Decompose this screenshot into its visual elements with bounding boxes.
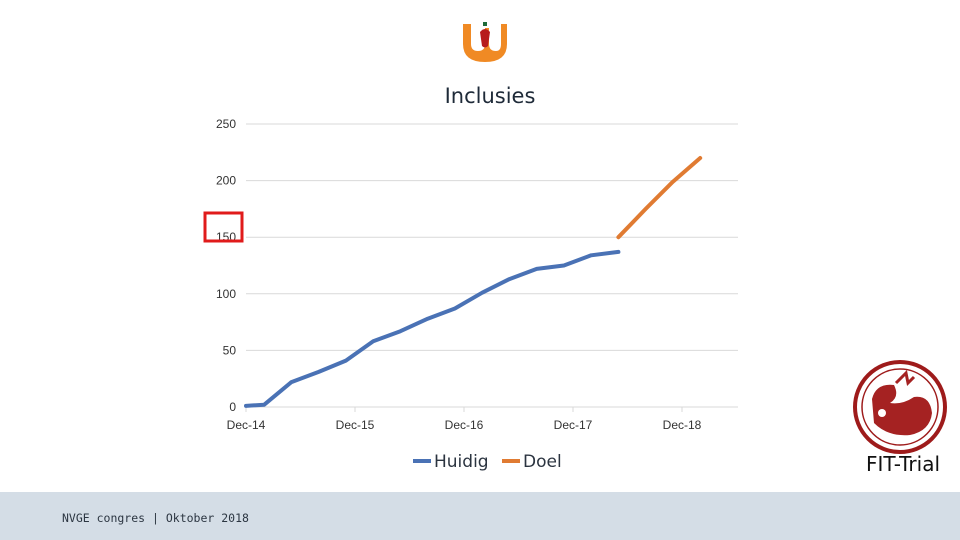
x-axis: Dec-14 Dec-15 Dec-16 Dec-17 Dec-18 [227,407,702,432]
fit-trial-label: FIT-Trial [865,452,941,476]
x-tick-label: Dec-15 [336,418,375,432]
y-tick-label: 200 [216,174,236,188]
series-line-huidig [244,249,621,408]
legend-doel-label: Doel [523,452,562,472]
series-line-doel [616,156,703,240]
legend: Huidig Doel [413,452,562,472]
footer-bar: NVGE congres | Oktober 2018 [0,492,960,540]
y-tick-label: 50 [223,343,237,357]
x-tick-label: Dec-17 [554,418,593,432]
legend-huidig-label: Huidig [434,452,489,472]
x-tick-label: Dec-16 [445,418,484,432]
tick-highlight-box [203,211,244,243]
fit-trial-badge-icon [853,360,947,454]
footer-text: NVGE congres | Oktober 2018 [62,511,249,525]
tulip-logo-icon [463,22,507,62]
y-tick-label: 0 [229,400,236,414]
x-tick-label: Dec-14 [227,418,266,432]
y-tick-label: 100 [216,287,236,301]
x-tick-label: Dec-18 [663,418,702,432]
gridlines [246,123,738,408]
y-tick-label: 250 [216,117,236,131]
chart-title: Inclusies [444,84,536,108]
series-layer [244,156,703,408]
